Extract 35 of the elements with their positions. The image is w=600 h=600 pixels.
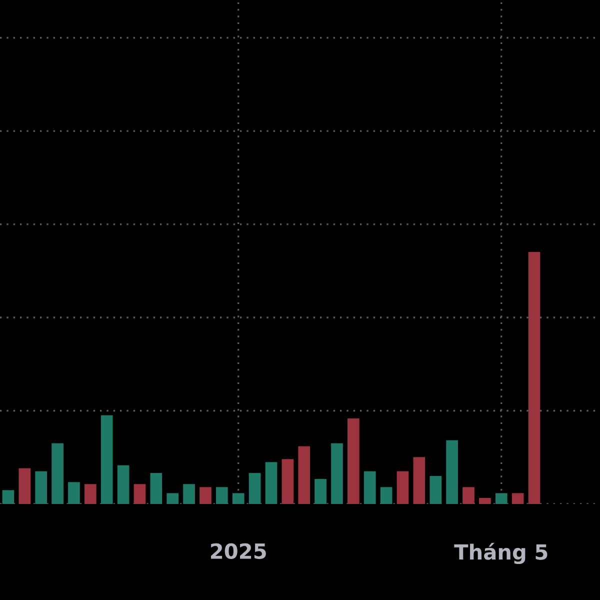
bar bbox=[52, 443, 64, 504]
x-tick-label: Tháng 5 bbox=[454, 542, 548, 564]
bar bbox=[462, 487, 474, 504]
bar bbox=[430, 476, 442, 504]
bar bbox=[479, 498, 491, 504]
bar bbox=[348, 418, 360, 504]
bar bbox=[100, 415, 113, 504]
bar bbox=[232, 493, 244, 504]
bar bbox=[166, 493, 179, 504]
bar bbox=[84, 484, 96, 504]
bar bbox=[364, 471, 376, 504]
bar bbox=[282, 459, 294, 504]
bar bbox=[380, 487, 392, 504]
bar bbox=[265, 462, 278, 504]
bar bbox=[2, 490, 14, 504]
bar bbox=[183, 484, 195, 504]
bar bbox=[134, 484, 146, 504]
bar bbox=[18, 468, 31, 504]
bar bbox=[248, 473, 261, 504]
bar bbox=[150, 473, 162, 504]
bar bbox=[216, 487, 228, 504]
bar bbox=[314, 479, 326, 504]
bar bbox=[117, 465, 130, 504]
x-tick-label: 2025 bbox=[211, 543, 266, 560]
bar bbox=[396, 471, 409, 504]
bar bbox=[446, 440, 458, 504]
bar bbox=[200, 487, 212, 504]
bar bbox=[495, 493, 508, 504]
bar bbox=[68, 482, 80, 504]
bar bbox=[528, 252, 540, 504]
bar bbox=[413, 457, 426, 504]
bar bbox=[298, 446, 310, 504]
bar bbox=[35, 471, 48, 504]
bar bbox=[512, 493, 524, 504]
bar bbox=[331, 443, 343, 504]
